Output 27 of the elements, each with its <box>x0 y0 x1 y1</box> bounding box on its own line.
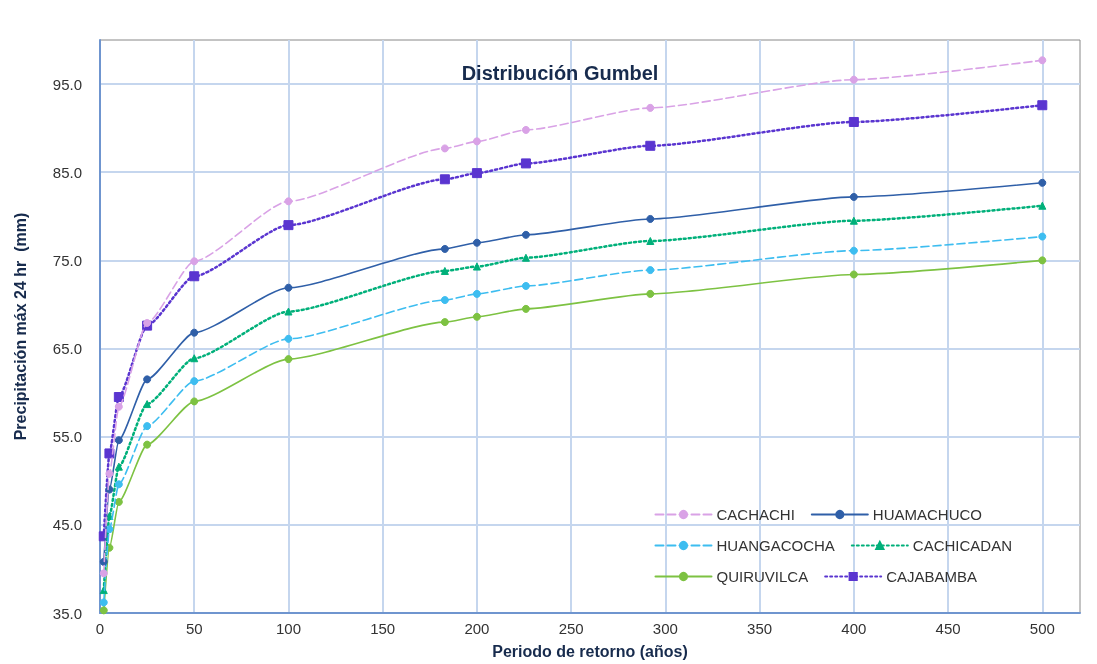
x-tick-label: 150 <box>370 620 396 637</box>
legend-label: HUANGACOCHA <box>716 537 835 554</box>
x-tick-label: 500 <box>1029 620 1055 637</box>
x-axis-title: Periodo de retorno (años) <box>492 642 688 660</box>
legend-label: CACHACHI <box>716 506 795 523</box>
y-tick-label: 65.0 <box>52 340 82 358</box>
y-axis-title: Precipitación máx 24 hr (mm) <box>11 212 29 441</box>
x-tick-label: 50 <box>185 620 203 637</box>
y-tick-label: 45.0 <box>52 516 82 534</box>
x-tick-label: 450 <box>935 620 961 637</box>
y-tick-label: 75.0 <box>52 251 82 269</box>
y-tick-label: 55.0 <box>52 428 82 446</box>
y-tick-label: 95.0 <box>52 75 82 93</box>
legend-label: CAJABAMBA <box>886 568 978 585</box>
x-tick-label: 100 <box>275 620 301 637</box>
text: Distribución Gumbel <box>461 62 659 84</box>
x-tick-label: 400 <box>841 620 867 637</box>
y-tick-label: 35.0 <box>52 604 82 622</box>
x-tick-label: 0 <box>95 620 105 637</box>
x-tick-label: 250 <box>558 620 584 637</box>
legend-label: QUIRUVILCA <box>716 568 809 585</box>
legend-label: HUAMACHUCO <box>872 506 982 523</box>
legend-label: CACHICADAN <box>912 537 1013 554</box>
x-tick-label: 300 <box>652 620 678 637</box>
x-tick-label: 200 <box>464 620 490 637</box>
x-tick-label: 350 <box>747 620 773 637</box>
y-tick-label: 85.0 <box>52 163 82 181</box>
